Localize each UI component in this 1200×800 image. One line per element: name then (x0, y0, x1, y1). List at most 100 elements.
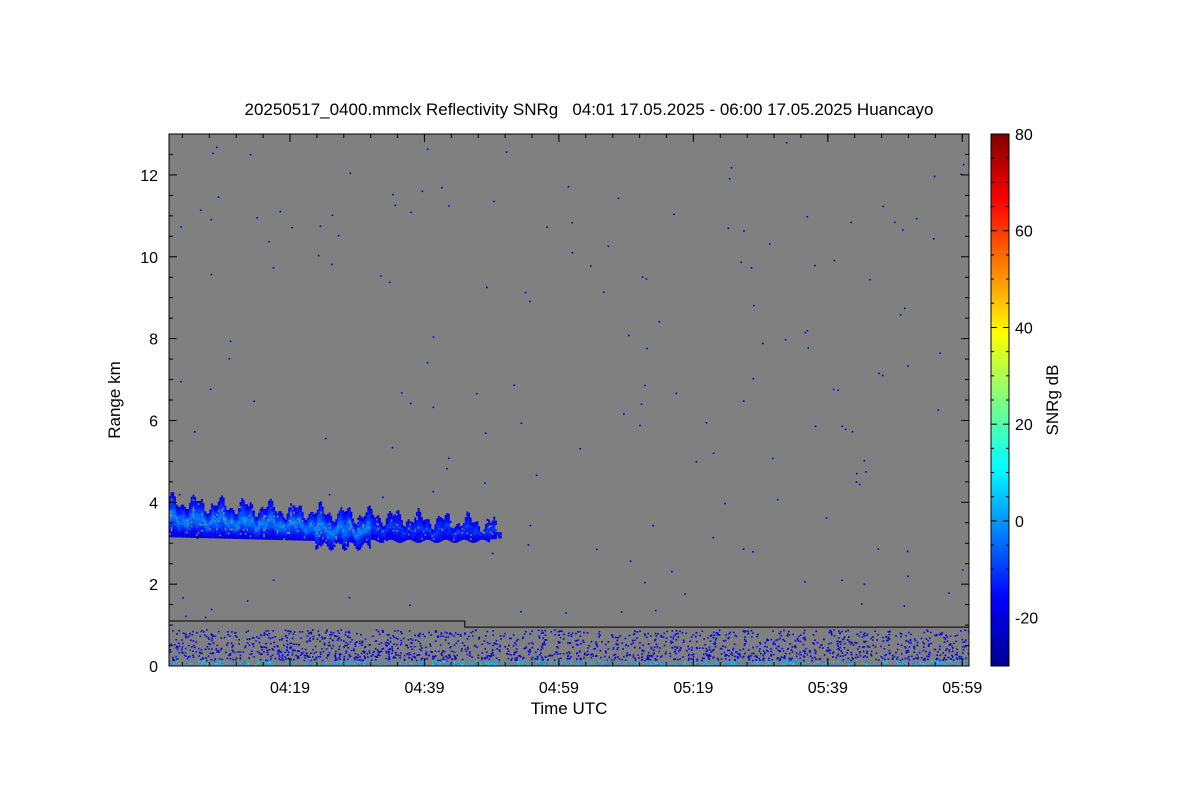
cloud-pixel (271, 504, 274, 508)
cloud-pixel (271, 500, 274, 504)
cloud-pixel (298, 521, 301, 525)
cloud-pixel (211, 527, 213, 531)
cloud-pixel (306, 520, 309, 523)
cloud-pixel (427, 521, 430, 524)
cloud-pixel (274, 515, 277, 518)
clutter-pixel (916, 657, 919, 660)
cloud-pixel (234, 532, 237, 535)
cloud-pixel (374, 519, 376, 522)
cloud-pixel (261, 531, 264, 534)
cloud-pixel (320, 517, 323, 520)
cloud-pixel (451, 531, 454, 535)
cloud-pixel (239, 512, 242, 515)
clutter-pixel (800, 653, 802, 656)
cloud-pixel (474, 534, 477, 537)
clutter-pixel (779, 637, 781, 640)
cloud-pixel (202, 509, 205, 512)
clutter-pixel (408, 652, 411, 654)
clutter-pixel (939, 632, 942, 635)
clutter-pixel (747, 655, 750, 658)
clutter-pixel (716, 660, 719, 662)
cloud-pixel (484, 524, 487, 527)
clutter-pixel (326, 629, 328, 632)
clutter-pixel (315, 664, 317, 666)
cloud-pixel (273, 513, 276, 516)
clutter-pixel (774, 664, 777, 666)
cloud-pixel (175, 508, 178, 511)
cloud-pixel (266, 537, 269, 540)
clutter-pixel (301, 647, 304, 650)
clutter-pixel (625, 644, 627, 647)
clutter-pixel (400, 642, 403, 644)
clutter-pixel (744, 636, 746, 638)
cloud-pixel (369, 523, 371, 527)
clutter-pixel (628, 663, 630, 665)
clutter-pixel (636, 637, 638, 639)
cloud-pixel (439, 529, 442, 532)
cloud-pixel (446, 515, 449, 518)
clutter-pixel (308, 664, 311, 666)
cloud-pixel (174, 500, 176, 503)
clutter-pixel (230, 642, 233, 645)
clutter-pixel (498, 649, 501, 651)
cloud-pixel (219, 528, 222, 531)
clutter-pixel (777, 645, 779, 648)
cloud-pixel (177, 531, 180, 534)
cloud-pixel (384, 531, 386, 534)
cloud-pixel (291, 517, 294, 520)
cloud-pixel (256, 518, 259, 522)
cloud-pixel (464, 537, 467, 540)
cloud-pixel (369, 540, 371, 543)
clutter-pixel (559, 664, 562, 666)
clutter-pixel (347, 646, 350, 649)
clutter-pixel (265, 646, 268, 649)
cloud-pixel (310, 526, 312, 529)
clutter-pixel (656, 645, 659, 648)
clutter-pixel (448, 657, 451, 659)
clutter-pixel (888, 638, 891, 640)
cloud-pixel (330, 536, 333, 539)
clutter-pixel (395, 643, 398, 646)
cloud-pixel (464, 519, 467, 522)
clutter-pixel (231, 646, 233, 648)
cloud-pixel (318, 539, 321, 542)
cloud-pixel (446, 531, 449, 534)
cloud-pixel (379, 524, 381, 527)
clutter-pixel (928, 645, 930, 647)
cloud-pixel (469, 529, 472, 533)
clutter-pixel (312, 635, 315, 638)
clutter-pixel (291, 637, 294, 640)
cloud-pixel (241, 502, 244, 505)
cloud-pixel (239, 534, 242, 537)
cloud-pixel (357, 521, 360, 525)
cloud-pixel (320, 501, 323, 504)
cloud-pixel (207, 525, 210, 528)
cloud-pixel (486, 518, 489, 522)
clutter-pixel (719, 647, 722, 650)
cloud-pixel (295, 509, 297, 512)
clutter-pixel (547, 659, 549, 661)
cloud-pixel (283, 531, 286, 535)
cloud-pixel (236, 516, 239, 519)
clutter-pixel (575, 660, 577, 663)
clutter-pixel (816, 641, 819, 644)
clutter-pixel (633, 639, 636, 642)
clutter-pixel (621, 642, 624, 644)
clutter-pixel (880, 655, 883, 658)
cloud-pixel (212, 523, 215, 527)
cloud-pixel (315, 535, 318, 538)
clutter-pixel (368, 644, 371, 646)
clutter-pixel (389, 637, 392, 639)
clutter-pixel (511, 657, 513, 660)
cloud-pixel (390, 525, 393, 528)
cloud-pixel (404, 526, 407, 529)
cloud-pixel (316, 536, 319, 539)
clutter-pixel (192, 630, 194, 633)
cloud-pixel (416, 530, 418, 533)
cloud-pixel (279, 511, 282, 514)
cloud-pixel (308, 516, 311, 519)
clutter-pixel (581, 639, 584, 642)
cloud-pixel (195, 519, 198, 522)
cloud-pixel (436, 526, 439, 529)
cloud-pixel (387, 525, 390, 528)
